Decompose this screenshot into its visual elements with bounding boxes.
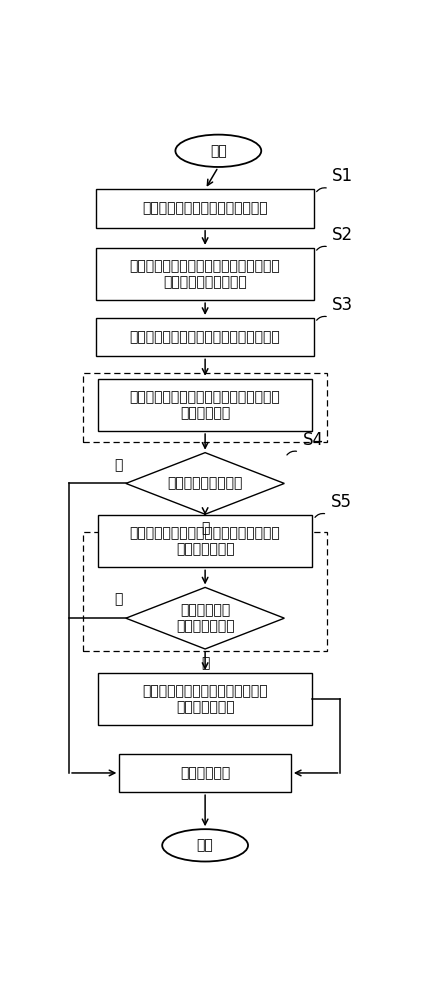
FancyBboxPatch shape [98,673,312,725]
Polygon shape [126,587,285,649]
Text: 分析结果是否
满足预设条件？: 分析结果是否 满足预设条件？ [176,603,234,633]
Text: 是: 是 [201,521,209,535]
Ellipse shape [176,135,261,167]
Text: S1: S1 [332,167,353,185]
Text: 定値数据均不一致？: 定値数据均不一致？ [167,476,243,490]
Text: 开始: 开始 [210,144,227,158]
Text: 对三个定値单图片进行字符识别而提取相
应的定値数据: 对三个定値单图片进行字符识别而提取相 应的定値数据 [130,390,280,420]
Ellipse shape [162,829,248,862]
Text: S3: S3 [332,296,353,314]
Text: 获取送审定値单图片以及授权定値单图片: 获取送审定値单图片以及授权定値单图片 [130,330,280,344]
FancyBboxPatch shape [98,379,312,431]
Text: S4: S4 [302,431,323,449]
FancyBboxPatch shape [96,318,314,356]
Text: 否: 否 [114,458,123,472]
FancyBboxPatch shape [119,754,291,792]
Text: 是: 是 [201,656,209,670]
Text: 读取二次设备投入运行的定値数据: 读取二次设备投入运行的定値数据 [142,202,268,216]
FancyBboxPatch shape [96,248,314,300]
FancyBboxPatch shape [96,189,314,228]
Text: S5: S5 [331,493,351,511]
Text: 将授权定値单图片对应的定値数据
写入二次设备中: 将授权定値单图片对应的定値数据 写入二次设备中 [142,684,268,714]
Polygon shape [126,453,285,514]
FancyBboxPatch shape [83,373,327,442]
Text: 对送审定値单图片与授权定値单图片进行
图像相似度分析: 对送审定値单图片与授权定値单图片进行 图像相似度分析 [130,526,280,556]
Text: 将读取的定値数据导入至定値单模板，并
转换成运行定値单图片: 将读取的定値数据导入至定値单模板，并 转换成运行定値单图片 [130,259,280,289]
FancyBboxPatch shape [98,515,312,567]
Text: 发出警告提示: 发出警告提示 [180,766,230,780]
Text: 结束: 结束 [197,838,213,852]
Text: 否: 否 [114,593,123,607]
Text: S2: S2 [332,226,353,244]
FancyBboxPatch shape [83,532,327,651]
